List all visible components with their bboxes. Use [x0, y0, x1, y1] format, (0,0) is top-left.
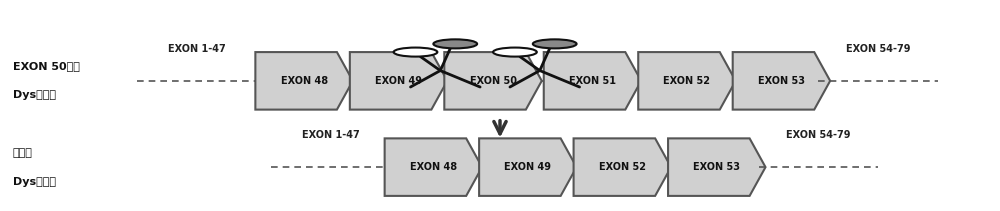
Text: Dys基因：: Dys基因：: [13, 177, 56, 187]
Text: EXON 1-47: EXON 1-47: [302, 130, 360, 141]
Text: EXON 52: EXON 52: [663, 76, 710, 86]
Text: EXON 53: EXON 53: [693, 162, 740, 172]
Polygon shape: [350, 52, 447, 110]
Text: EXON 51: EXON 51: [569, 76, 616, 86]
Text: EXON 48: EXON 48: [410, 162, 457, 172]
Polygon shape: [733, 52, 830, 110]
Text: EXON 53: EXON 53: [758, 76, 805, 86]
Text: EXON 54-79: EXON 54-79: [846, 44, 910, 54]
Circle shape: [493, 47, 537, 57]
Polygon shape: [255, 52, 353, 110]
Text: Dys基因：: Dys基因：: [13, 90, 56, 100]
Text: EXON 1-47: EXON 1-47: [168, 44, 226, 54]
Text: EXON 50突变: EXON 50突变: [13, 61, 80, 72]
Polygon shape: [574, 138, 671, 196]
Text: EXON 54-79: EXON 54-79: [786, 130, 850, 141]
Text: EXON 48: EXON 48: [281, 76, 328, 86]
Text: 修复后: 修复后: [13, 148, 33, 158]
Polygon shape: [544, 52, 641, 110]
Circle shape: [394, 47, 437, 57]
Polygon shape: [668, 138, 766, 196]
Circle shape: [533, 39, 577, 48]
Polygon shape: [385, 138, 482, 196]
Polygon shape: [444, 52, 542, 110]
Text: EXON 50: EXON 50: [470, 76, 517, 86]
Polygon shape: [479, 138, 577, 196]
Text: EXON 49: EXON 49: [375, 76, 422, 86]
Text: EXON 49: EXON 49: [504, 162, 551, 172]
Text: EXON 52: EXON 52: [599, 162, 646, 172]
Circle shape: [433, 39, 477, 48]
Polygon shape: [638, 52, 736, 110]
